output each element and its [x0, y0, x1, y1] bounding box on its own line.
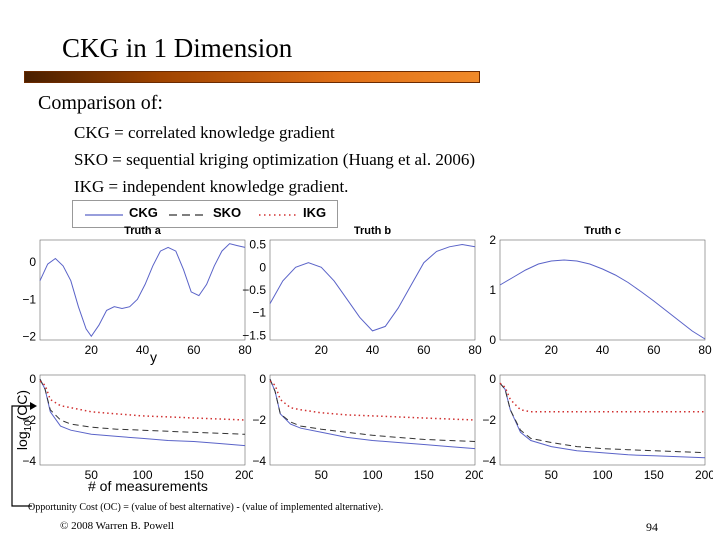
- footnote-arrow-line: [11, 405, 32, 507]
- series-line-truth: [39, 243, 246, 338]
- x-tick-label: 50: [545, 468, 559, 482]
- chart-title: Truth b: [354, 225, 392, 237]
- x-axis-label-measurements: # of measurements: [88, 478, 208, 494]
- chart-title: Truth a: [124, 225, 162, 237]
- y-tick-label: −0.5: [242, 283, 266, 297]
- y-tick-label: 0: [29, 255, 36, 269]
- x-tick-label: 80: [698, 343, 712, 357]
- y-tick-label: −2: [482, 413, 496, 427]
- x-tick-label: 80: [468, 343, 482, 357]
- copyright: © 2008 Warren B. Powell: [60, 520, 174, 532]
- ckg-definition: CKG = correlated knowledge gradient: [74, 123, 335, 142]
- plot-frame: [499, 239, 706, 341]
- x-tick-label: 100: [132, 468, 152, 482]
- y-tick-label: −1.5: [242, 328, 266, 342]
- title-underline-bar: [24, 71, 480, 83]
- y-tick-label: 2: [489, 233, 496, 247]
- x-tick-label: 50: [315, 468, 329, 482]
- chart-panel-4: 50 100 150 200 0 −2 −4: [22, 372, 253, 482]
- x-tick-label: 20: [315, 343, 329, 357]
- chart-panel-3: Truth c 20 40 60 80 2 1 0: [489, 225, 712, 357]
- y-tick-label: −1: [22, 292, 36, 306]
- plot-frame: [39, 239, 246, 341]
- y-tick-label: −1: [252, 306, 266, 320]
- footnote-arrow-head: [30, 402, 37, 410]
- y-tick-label: 0: [259, 372, 266, 386]
- y-tick-label: 0.5: [249, 238, 266, 252]
- series-line-ikg: [499, 382, 705, 413]
- legend-label-ckg: CKG: [129, 205, 158, 220]
- opportunity-cost-footnote: Opportunity Cost (OC) = (value of best a…: [28, 502, 384, 513]
- plot-frame: [269, 239, 476, 341]
- x-tick-label: 60: [417, 343, 431, 357]
- x-tick-label: 60: [647, 343, 661, 357]
- chart-title: Truth c: [584, 225, 621, 237]
- series-line-sko: [499, 382, 706, 454]
- y-tick-label: 0: [29, 372, 36, 386]
- x-tick-label: 60: [187, 343, 201, 357]
- series-line-sko: [39, 378, 246, 435]
- series-line-ikg: [269, 380, 476, 421]
- x-tick-label: 100: [362, 468, 382, 482]
- x-tick-label: 150: [414, 468, 434, 482]
- legend-swatches: [85, 214, 297, 216]
- x-tick-label: 20: [545, 343, 559, 357]
- plot-frame: [39, 374, 246, 466]
- y-tick-label: 1: [489, 283, 496, 297]
- ikg-definition: IKG = independent knowledge gradient.: [74, 177, 349, 196]
- chart-panel-1: Truth a 20 40 60 80 0 −1 −2: [22, 225, 252, 357]
- x-tick-label: 200: [235, 468, 253, 482]
- y-tick-label: −2: [22, 413, 36, 427]
- legend-label-ikg: IKG: [303, 205, 327, 220]
- y-tick-label: −4: [482, 454, 496, 468]
- plot-frame: [499, 374, 706, 466]
- x-tick-label: 80: [238, 343, 252, 357]
- x-tick-label: 40: [596, 343, 610, 357]
- chart-panel-6: 50 100 150 200 0 −2 −4: [482, 372, 713, 482]
- x-tick-label: 100: [592, 468, 612, 482]
- x-tick-label: 200: [465, 468, 483, 482]
- series-line-sko: [269, 378, 476, 442]
- x-tick-label: 40: [366, 343, 380, 357]
- x-tick-label: 50: [85, 468, 99, 482]
- chart-panel-5: 50 100 150 200 0 −2 −4: [252, 372, 483, 482]
- series-line-ikg: [39, 380, 246, 421]
- y-tick-label: 0: [489, 372, 496, 386]
- x-tick-label: 40: [136, 343, 150, 357]
- series-line-truth: [499, 259, 706, 340]
- plot-frame: [269, 374, 476, 466]
- x-tick-label: 200: [695, 468, 713, 482]
- y-tick-label: 0: [489, 333, 496, 347]
- x-tick-label: 20: [85, 343, 99, 357]
- y-axis-small-label: y: [150, 349, 157, 365]
- sko-definition: SKO = sequential kriging optimization (H…: [74, 150, 475, 169]
- page-number: 94: [646, 520, 658, 534]
- chart-panel-2: Truth b 20 40 60 80 0.5 0 −0.5 −1 −1.5: [242, 225, 482, 357]
- y-tick-label: −4: [252, 454, 266, 468]
- series-line-truth: [269, 243, 476, 332]
- x-tick-label: 150: [644, 468, 664, 482]
- comparison-heading: Comparison of:: [38, 92, 163, 114]
- chart-legend: CKG SKO IKG: [72, 200, 338, 228]
- x-tick-label: 150: [184, 468, 204, 482]
- y-tick-label: −2: [252, 413, 266, 427]
- y-tick-label: −2: [22, 329, 36, 343]
- legend-label-sko: SKO: [213, 205, 242, 220]
- y-tick-label: 0: [259, 260, 266, 274]
- slide-title: CKG in 1 Dimension: [62, 33, 293, 63]
- y-tick-label: −4: [22, 454, 36, 468]
